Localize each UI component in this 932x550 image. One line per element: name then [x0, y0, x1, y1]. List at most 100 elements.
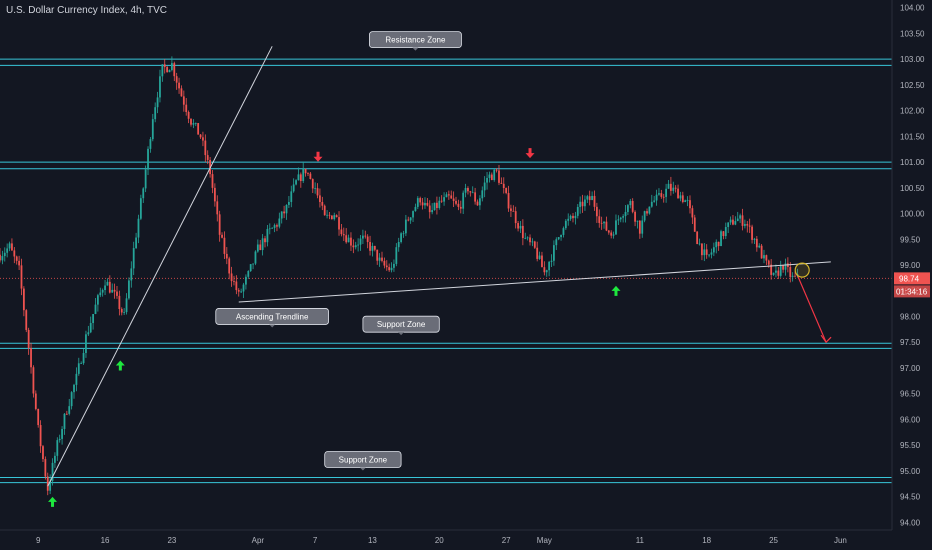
- candle-body: [44, 459, 47, 477]
- candle-body: [564, 220, 567, 229]
- candle-body: [488, 174, 491, 178]
- price-tick-label: 97.50: [900, 338, 921, 347]
- candle-body: [636, 220, 639, 222]
- candle-body: [495, 169, 498, 171]
- candle-body: [431, 210, 434, 213]
- price-tick-label: 99.00: [900, 261, 921, 270]
- candle-body: [156, 97, 159, 108]
- candle-body: [469, 191, 472, 193]
- candle-body: [388, 267, 391, 271]
- candle-body: [705, 249, 708, 255]
- candle-body: [254, 251, 257, 264]
- candle-body: [99, 292, 102, 296]
- candle-body: [459, 206, 462, 209]
- candle-body: [662, 196, 665, 198]
- candle-body: [445, 194, 448, 198]
- candle-body: [569, 215, 572, 219]
- candle-body: [416, 198, 419, 207]
- candle-body: [151, 119, 154, 140]
- candle-body: [646, 211, 648, 214]
- candle-body: [600, 222, 603, 224]
- candle-body: [462, 192, 465, 209]
- candle-body: [483, 182, 486, 191]
- candle-body: [541, 255, 543, 268]
- candle-body: [400, 233, 402, 242]
- candle-body: [223, 237, 226, 254]
- candle-body: [612, 234, 615, 236]
- candle-body: [276, 225, 278, 227]
- candle-body: [378, 257, 381, 261]
- candle-body: [197, 123, 200, 135]
- candle-body: [292, 184, 295, 192]
- candle-body: [679, 195, 682, 199]
- candle-body: [216, 201, 219, 215]
- candle-body: [658, 193, 660, 195]
- candle-body: [328, 214, 331, 216]
- candle-body: [595, 206, 598, 217]
- candle-body: [118, 295, 121, 310]
- up-arrow-marker: [48, 496, 58, 507]
- candle-body: [438, 200, 441, 209]
- candle-body: [199, 134, 202, 138]
- projection-arrow-head: [820, 334, 832, 344]
- price-tick-label: 96.00: [900, 415, 921, 424]
- candle-body: [407, 219, 410, 221]
- candle-body: [421, 202, 424, 206]
- candle-body: [741, 215, 744, 226]
- candle-body: [555, 239, 558, 246]
- price-tick-label: 102.50: [900, 81, 925, 90]
- candle-body: [701, 243, 703, 256]
- candle-body: [13, 250, 16, 257]
- candle-body: [717, 241, 720, 247]
- candle-body: [548, 261, 551, 271]
- candle-body: [746, 224, 749, 226]
- candle-body: [529, 237, 531, 243]
- candle-body: [359, 238, 362, 245]
- candle-body: [120, 309, 123, 313]
- candle-body: [321, 201, 324, 206]
- candle-body: [299, 174, 302, 182]
- candle-body: [708, 254, 710, 256]
- candle-body: [178, 82, 180, 89]
- candle-body: [584, 199, 586, 207]
- candle-body: [744, 224, 746, 226]
- candle-body: [452, 198, 455, 201]
- candle-body: [108, 281, 111, 293]
- candle-body: [610, 232, 613, 236]
- support-zone-label-1: Support Zone: [362, 315, 440, 336]
- candle-body: [173, 63, 176, 77]
- candle-body: [75, 373, 78, 385]
- candle-body: [510, 208, 512, 211]
- candle-body: [772, 272, 775, 275]
- time-tick-label: 7: [313, 536, 318, 545]
- candle-body: [560, 234, 562, 238]
- candle-body: [395, 247, 398, 264]
- candle-body: [326, 214, 328, 216]
- candle-body: [763, 255, 765, 259]
- candle-body: [85, 334, 87, 353]
- candle-body: [192, 123, 195, 125]
- candle-body: [204, 140, 207, 156]
- candle-body: [467, 187, 469, 192]
- candle-body: [1, 256, 4, 261]
- annotation-pointer: [398, 332, 405, 336]
- last-price-value: 98.74: [899, 274, 920, 283]
- candle-body: [693, 217, 696, 232]
- candle-body: [471, 192, 474, 194]
- candle-body: [543, 267, 546, 273]
- candle-body: [221, 234, 223, 238]
- candle-body: [34, 393, 37, 409]
- candle-body: [440, 200, 443, 202]
- candle-body: [450, 195, 453, 199]
- candle-body: [736, 218, 739, 222]
- candle-body: [381, 257, 383, 261]
- candle-body: [96, 295, 99, 305]
- time-tick-label: Apr: [252, 536, 265, 545]
- annotation-text: Ascending Trendline: [236, 312, 309, 321]
- candle-body: [684, 200, 687, 203]
- candle-body: [775, 270, 777, 273]
- candle-body: [722, 231, 725, 237]
- candle-body: [383, 260, 386, 266]
